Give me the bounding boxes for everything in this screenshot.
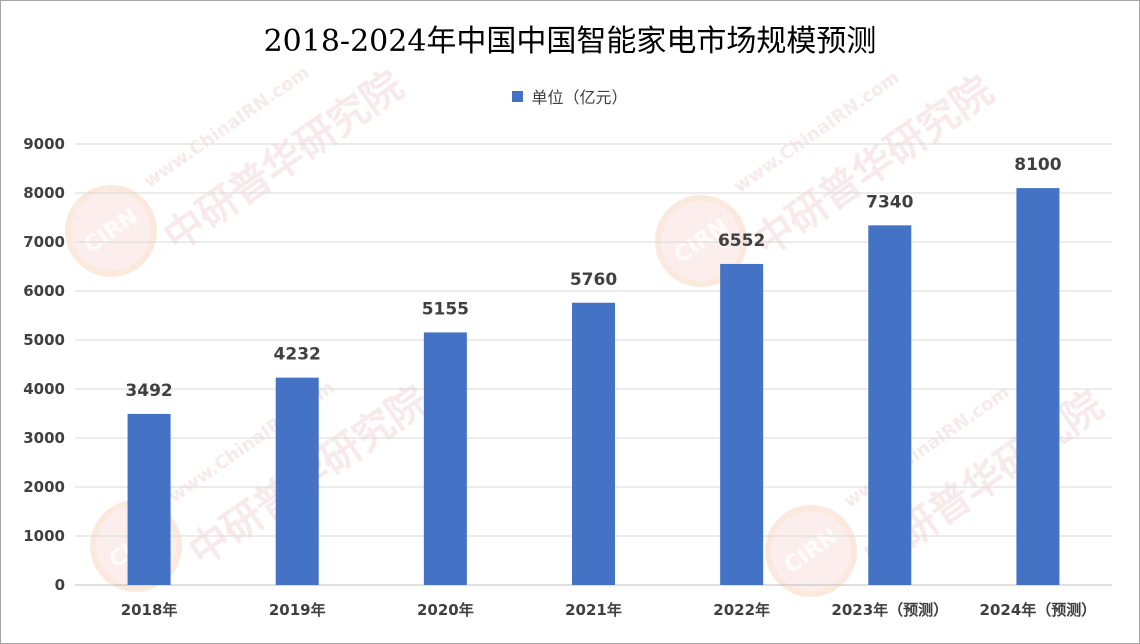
data-label: 6552 bbox=[718, 231, 765, 251]
y-tick-label: 9000 bbox=[23, 135, 65, 153]
x-tick-label: 2024年（预测） bbox=[980, 601, 1097, 619]
y-tick-label: 7000 bbox=[23, 233, 65, 251]
bar bbox=[423, 332, 467, 585]
x-tick-label: 2022年 bbox=[713, 601, 770, 619]
legend-swatch bbox=[512, 90, 524, 102]
y-tick-label: 0 bbox=[55, 576, 65, 594]
data-label: 8100 bbox=[1014, 155, 1061, 175]
chart-title: 2018-2024年中国中国智能家电市场规模预测 bbox=[263, 24, 877, 59]
data-label: 7340 bbox=[866, 192, 913, 212]
x-tick-label: 2020年 bbox=[417, 601, 474, 619]
x-tick-label: 2023年（预测） bbox=[831, 601, 948, 619]
data-label: 3492 bbox=[125, 381, 172, 401]
x-tick-label: 2018年 bbox=[121, 601, 178, 619]
bar bbox=[572, 302, 615, 585]
data-label: 4232 bbox=[274, 345, 321, 365]
y-tick-label: 4000 bbox=[23, 380, 65, 398]
bar bbox=[127, 413, 171, 585]
y-tick-label: 1000 bbox=[23, 527, 65, 545]
bar bbox=[275, 377, 319, 585]
y-tick-label: 3000 bbox=[23, 429, 65, 447]
x-tick-label: 2019年 bbox=[269, 601, 326, 619]
chart-legend: 单位（亿元） bbox=[0, 84, 1140, 108]
bar bbox=[720, 263, 764, 585]
legend-label: 单位（亿元） bbox=[531, 88, 628, 107]
y-tick-label: 5000 bbox=[23, 331, 65, 349]
bar bbox=[868, 225, 912, 585]
y-tick-label: 2000 bbox=[23, 478, 65, 496]
y-tick-label: 6000 bbox=[23, 282, 65, 300]
bar bbox=[1016, 188, 1060, 585]
x-tick-label: 2021年 bbox=[565, 601, 622, 619]
y-tick-label: 8000 bbox=[23, 184, 65, 202]
data-label: 5760 bbox=[570, 270, 617, 290]
data-label: 5155 bbox=[422, 299, 469, 319]
